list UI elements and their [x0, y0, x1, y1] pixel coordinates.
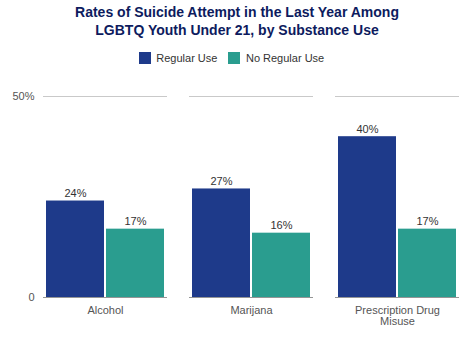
svg-text:17%: 17%	[124, 215, 146, 227]
svg-text:Prescription DrugMisuse: Prescription DrugMisuse	[355, 304, 440, 327]
svg-text:Alcohol: Alcohol	[87, 304, 123, 316]
html-text:No Regular Use: No Regular Use	[245, 51, 325, 64]
svg-text:40%: 40%	[356, 122, 378, 134]
html-text:Regular Use: Regular Use	[156, 51, 218, 64]
svg-text:50%: 50%	[12, 90, 34, 102]
svg-text:27%: 27%	[210, 174, 232, 186]
svg-text:24%: 24%	[64, 187, 86, 199]
svg-text:0: 0	[28, 291, 34, 303]
svg-text:17%: 17%	[416, 215, 438, 227]
svg-text:Marijana: Marijana	[230, 304, 273, 316]
html-text:Rates of Suicide Attempt in th: Rates of Suicide Attempt in the Last Yea…	[75, 4, 399, 38]
svg-text:16%: 16%	[270, 219, 292, 231]
